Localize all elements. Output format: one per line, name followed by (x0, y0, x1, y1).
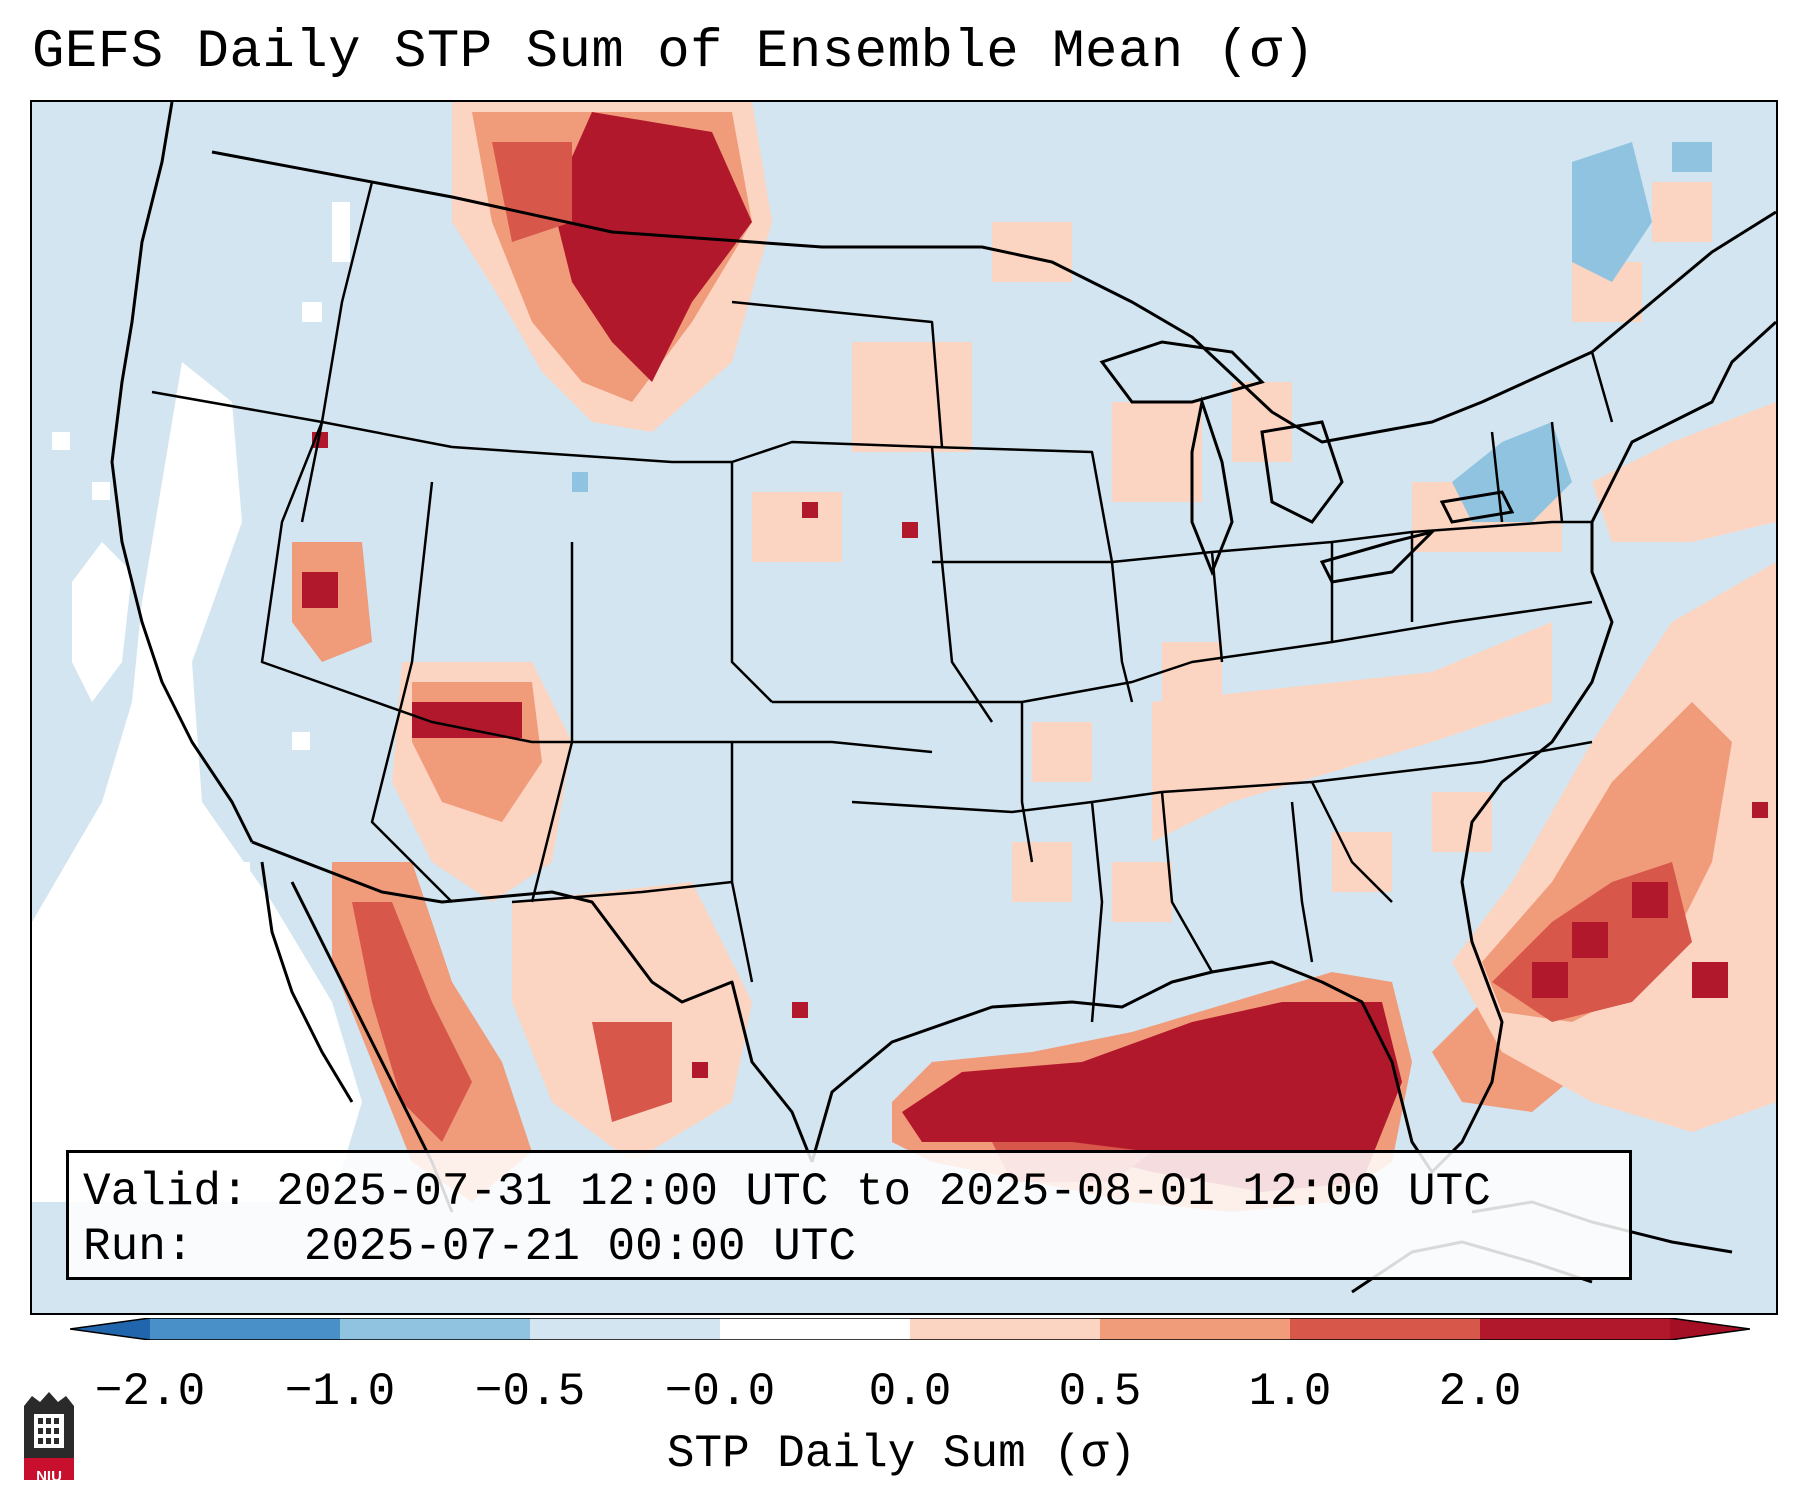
colorbar-tick-label: −0.0 (664, 1366, 776, 1418)
niu-logo (24, 1392, 74, 1480)
colorbar-tick-label: 0.5 (1058, 1366, 1142, 1418)
map-panel (30, 100, 1778, 1315)
atlantic-values (1452, 402, 1776, 1132)
valid-label: Valid: (83, 1166, 249, 1218)
mexico-values (332, 862, 752, 1202)
colorbar-tick-label: −1.0 (284, 1366, 396, 1418)
pacific-white-region (32, 202, 362, 1202)
valid-line: Valid: 2025-07-31 12:00 UTC to 2025-08-0… (83, 1165, 1615, 1220)
run-line: Run: 2025-07-21 00:00 UTC (83, 1220, 1615, 1275)
colorbar-tick-label: 1.0 (1248, 1366, 1332, 1418)
gulf-coast (810, 320, 1776, 1174)
us-canada-border (211, 150, 1776, 444)
map-title: GEFS Daily STP Sum of Ensemble Mean (σ) (32, 22, 1316, 83)
scattered-red-specks (312, 432, 1768, 1078)
colorbar-label: STP Daily Sum (σ) (666, 1428, 1137, 1480)
great-lakes (1099, 340, 1515, 584)
pacific-white-specks (42, 432, 310, 1020)
map-field (32, 102, 1776, 1294)
us-mexico-border (251, 840, 814, 1163)
baja-coast (260, 861, 354, 1103)
run-value: 2025-07-21 00:00 UTC (303, 1221, 856, 1273)
colorbar-bin (340, 1318, 531, 1340)
colorbar-bin (1290, 1318, 1481, 1340)
negative-blue-values (572, 142, 1712, 522)
valid-run-info-box: Valid: 2025-07-31 12:00 UTC to 2025-08-0… (66, 1150, 1632, 1280)
northern-plains-values (452, 102, 772, 432)
colorbar-over-arrow (1670, 1318, 1750, 1340)
colorbar-bin (1480, 1318, 1671, 1340)
run-label: Run: (83, 1221, 194, 1273)
colorbar-bin (910, 1318, 1101, 1340)
colorbar-bin (530, 1318, 721, 1340)
colorbar-tick-label: 0.0 (868, 1366, 952, 1418)
colorbar-tick-label: −0.5 (474, 1366, 586, 1418)
state-boundaries (151, 181, 1614, 1023)
valid-value: 2025-07-31 12:00 UTC to 2025-08-01 12:00… (276, 1166, 1491, 1218)
pacific-coast (110, 102, 254, 843)
colorbar-under-arrow (70, 1318, 150, 1340)
colorbar-bin (1100, 1318, 1291, 1340)
colorbar-bin (720, 1318, 911, 1340)
colorbar (70, 1318, 1750, 1340)
niu-logo-text: NIU (36, 1468, 62, 1485)
colorbar-bin (150, 1318, 341, 1340)
colorbar-tick-label: 2.0 (1438, 1366, 1522, 1418)
colorbar-tick-label: −2.0 (94, 1366, 206, 1418)
